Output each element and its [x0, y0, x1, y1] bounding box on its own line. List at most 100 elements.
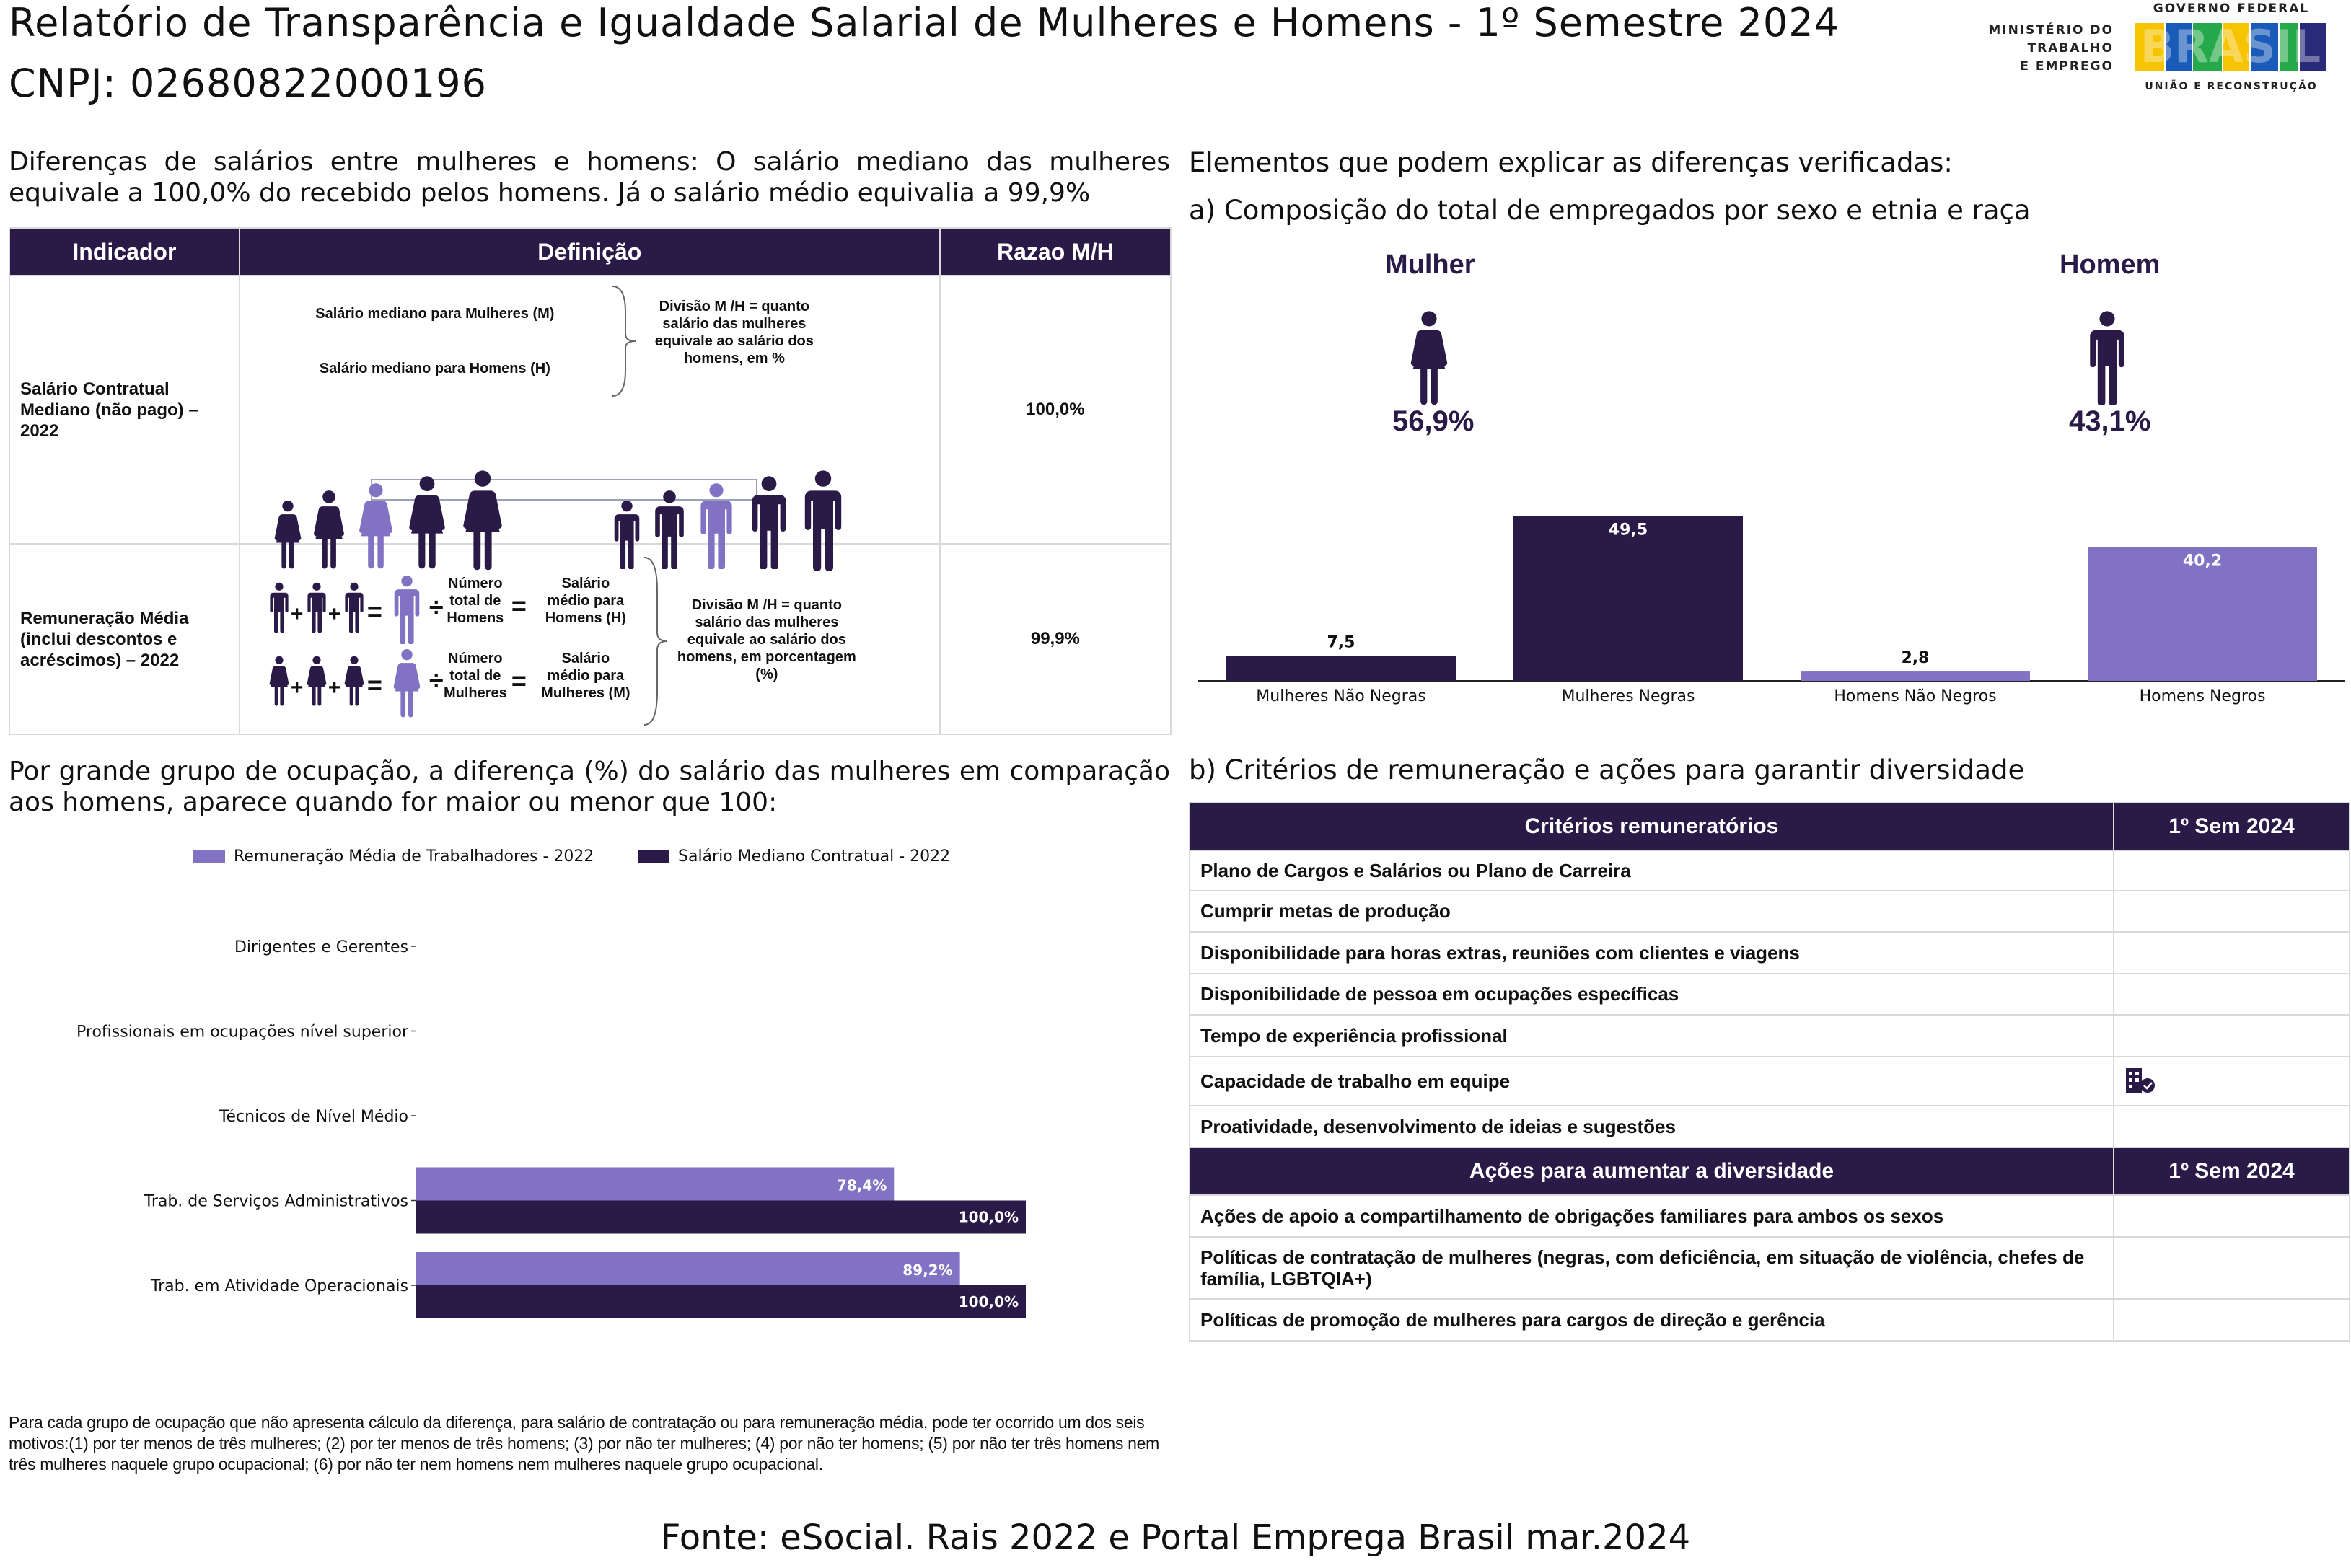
bar: [1513, 516, 1743, 681]
indicator-mediano: Salário Contratual Mediano (não pago) – …: [9, 275, 240, 545]
occupation-note: Para cada grupo de ocupação que não apre…: [9, 1413, 1159, 1474]
legend-swatch: [193, 850, 225, 863]
indicator-media: Remuneração Média (inclui descontos e ac…: [9, 543, 240, 735]
women-label: Mulher: [1385, 250, 1475, 280]
bar-value-label: 7,5: [1327, 633, 1355, 651]
category-label: Homens Não Negros: [1834, 687, 1996, 705]
bar-salario: [416, 1200, 1026, 1234]
plus-icon: +: [328, 602, 341, 626]
bar-value-label: 78,4%: [837, 1177, 887, 1194]
criteria-status: [2112, 1014, 2351, 1057]
criteria-item: Disponibilidade de pessoa em ocupações e…: [1189, 973, 2114, 1016]
action-status: [2112, 1298, 2351, 1342]
woman-icon: [389, 648, 425, 718]
women-percent: 56,9%: [1392, 405, 1475, 437]
bar-value-label: 40,2: [2183, 552, 2222, 570]
man-icon: [2085, 310, 2130, 405]
footer-source: Fonte: eSocial. Rais 2022 e Portal Empre…: [660, 1518, 1691, 1558]
occupation-text: Por grande grupo de ocupação, a diferenç…: [9, 757, 1170, 817]
action-item: Políticas de promoção de mulheres para c…: [1189, 1298, 2114, 1342]
woman-icon: [341, 656, 367, 706]
legend-label: Salário Mediano Contratual - 2022: [678, 847, 950, 866]
divide-icon: ÷: [429, 666, 444, 695]
bar: [1226, 656, 1456, 681]
man-icon: [341, 582, 367, 633]
action-item: Ações de apoio a compartilhamento de obr…: [1189, 1194, 2114, 1238]
legend-swatch: [638, 850, 669, 863]
criteria-status: [2112, 973, 2351, 1016]
bar-remuneracao: [416, 1167, 895, 1201]
governo-top-text: GOVERNO FEDERAL: [2153, 1, 2310, 16]
criteria-item: Proatividade, desenvolvimento de ideias …: [1189, 1105, 2114, 1148]
ratio-mediano: 100,0%: [939, 275, 1172, 545]
governo-federal-logo: GOVERNO FEDERAL BRASIL UNIÃO E RECONSTRU…: [2134, 1, 2343, 95]
bar-value-label: 100,0%: [959, 1293, 1019, 1311]
occupation-label: Técnicos de Nível Médio: [219, 1108, 408, 1126]
num-women-label: Número total de Mulheres: [443, 651, 507, 701]
action-status: [2112, 1236, 2351, 1300]
brace-icon: [612, 286, 636, 397]
men-percent: 43,1%: [2069, 405, 2151, 437]
ministerio-logo: MINISTÉRIO DO TRABALHO E EMPREGO: [1984, 22, 2114, 76]
woman-icon: [304, 656, 330, 706]
header-razao: Razao M/H: [939, 227, 1172, 276]
occupation-label: Dirigentes e Gerentes: [234, 938, 408, 956]
occupation-chart: Remuneração Média de Trabalhadores - 202…: [76, 847, 1026, 1318]
actions-header: Ações para aumentar a diversidade: [1189, 1147, 2114, 1196]
cnpj-label: CNPJ: 02680822000196: [9, 61, 487, 106]
criteria-status: [2112, 850, 2351, 891]
equals-icon: =: [366, 670, 382, 700]
equals-icon: =: [366, 596, 382, 626]
ministerio-line-2: TRABALHO: [2027, 41, 2114, 56]
occupation-label: Profissionais em ocupações nível superio…: [76, 1023, 409, 1041]
plus-icon: +: [328, 676, 341, 700]
equals-icon: =: [511, 666, 527, 695]
salary-table: Indicador Definição Razao M/H Salário Co…: [9, 227, 1172, 735]
woman-icon: [1407, 310, 1451, 405]
criteria-subtitle-b: b) Critérios de remuneração e ações para…: [1189, 754, 2025, 785]
man-icon: [266, 582, 292, 633]
bar: [2088, 547, 2317, 681]
bar-value-label: 100,0%: [959, 1209, 1019, 1226]
criteria-item: Capacidade de trabalho em equipe: [1189, 1056, 2114, 1106]
building-check-icon: [2125, 1067, 2155, 1093]
definition-mediano: Salário mediano para Mulheres (M) Salári…: [238, 275, 941, 544]
action-status: [2112, 1194, 2351, 1238]
category-label: Mulheres Negras: [1561, 687, 1695, 705]
bar-salario: [416, 1285, 1026, 1318]
definition-media: + + = ÷ Número total de Homens = Salário…: [238, 543, 941, 735]
man-icon: [389, 575, 425, 644]
divide-icon: ÷: [429, 592, 444, 622]
people-median-row: [262, 464, 926, 543]
criteria-status: [2112, 890, 2351, 933]
def-division-media: Divisão M /H = quanto salário das mulher…: [677, 597, 856, 682]
category-label: Mulheres Não Negras: [1256, 687, 1425, 705]
criteria-header: Critérios remuneratórios: [1189, 802, 2114, 851]
man-icon: [304, 582, 330, 633]
criteria-status: [2112, 931, 2351, 974]
criteria-item: Cumprir metas de produção: [1189, 890, 2114, 933]
page-title: Relatório de Transparência e Igualdade S…: [9, 0, 1840, 45]
sal-men-label: Salário médio para Homens (H): [545, 576, 626, 626]
men-label: Homem: [2060, 250, 2161, 280]
def-division-median: Divisão M /H = quanto salário das mulher…: [654, 299, 814, 366]
legend-label: Remuneração Média de Trabalhadores - 202…: [234, 847, 594, 866]
women-average-formula: + + = ÷: [266, 646, 699, 718]
criteria-item: Disponibilidade para horas extras, reuni…: [1189, 931, 2114, 974]
plus-icon: +: [290, 676, 304, 700]
brasil-text: BRASIL: [2140, 20, 2321, 73]
header-definicao: Definição: [238, 227, 941, 276]
ministerio-line-3: E EMPREGO: [2020, 59, 2114, 74]
actions-sem-header: 1º Sem 2024: [2112, 1147, 2351, 1196]
elements-title: Elementos que podem explicar as diferenç…: [1189, 147, 1953, 178]
brace-icon: [643, 557, 667, 726]
action-item: Políticas de contratação de mulheres (ne…: [1189, 1236, 2114, 1300]
num-men-label: Número total de Homens: [447, 576, 504, 626]
criteria-item: Tempo de experiência profissional: [1189, 1014, 2114, 1057]
bar-value-label: 2,8: [1902, 649, 1930, 667]
plus-icon: +: [290, 602, 304, 626]
bar-value-label: 89,2%: [902, 1261, 952, 1279]
def-men-median: Salário mediano para Homens (H): [319, 361, 550, 376]
occupation-label: Trab. em Atividade Operacionais: [150, 1277, 408, 1295]
woman-icon: [266, 656, 292, 706]
